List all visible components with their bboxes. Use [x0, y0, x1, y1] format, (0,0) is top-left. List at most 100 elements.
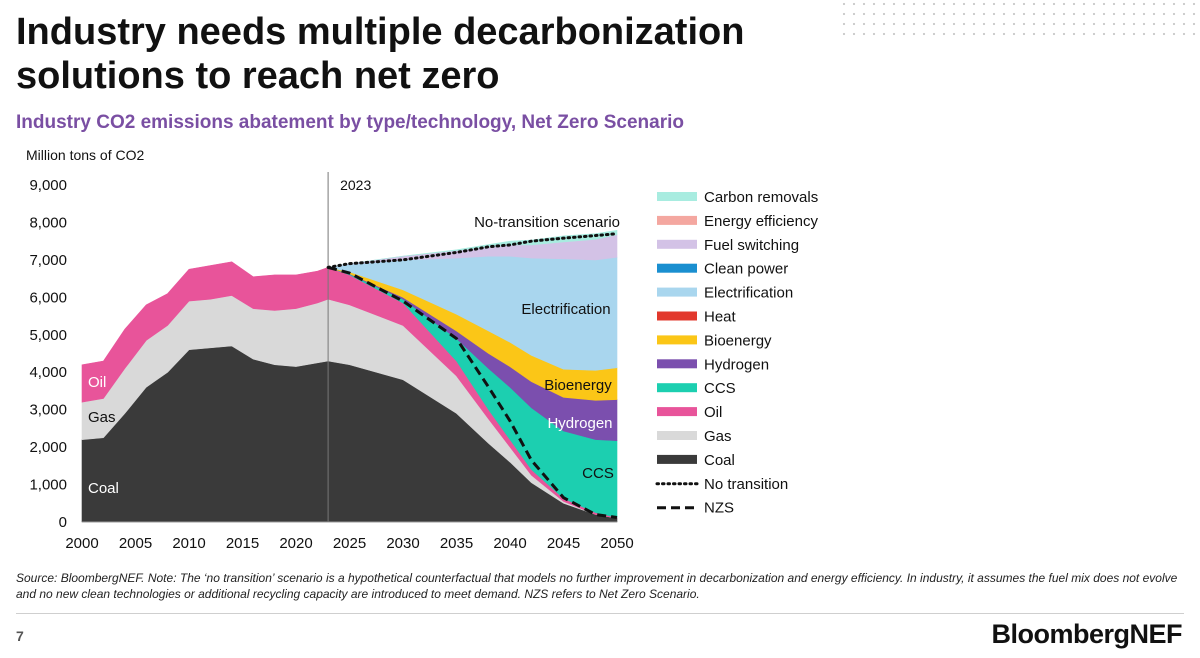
legend-swatch-gas [657, 431, 697, 440]
decorative-dot [942, 22, 946, 26]
decorative-dot [1062, 2, 1066, 6]
decorative-dot [1172, 32, 1176, 36]
decorative-dot [1092, 22, 1096, 26]
decorative-dot [992, 22, 996, 26]
decorative-dot [1082, 2, 1086, 6]
decorative-dot [1192, 32, 1196, 36]
legend-label-fuel-switching: Fuel switching [704, 237, 799, 254]
decorative-dot [942, 2, 946, 6]
decorative-dot [1122, 22, 1126, 26]
decorative-dot [1012, 2, 1016, 6]
decorative-dot [982, 12, 986, 16]
decorative-dot [852, 32, 856, 36]
decorative-dot [1032, 2, 1036, 6]
decorative-dot [922, 2, 926, 6]
decorative-dot [1012, 22, 1016, 26]
x-tick-label-2025: 2025 [333, 535, 366, 552]
decorative-dot [932, 12, 936, 16]
decorative-dot [1182, 2, 1186, 6]
decorative-dot [982, 2, 986, 6]
legend-swatch-hydrogen [657, 359, 697, 369]
decorative-dot [1142, 2, 1146, 6]
x-tick-label-2020: 2020 [279, 535, 312, 552]
decorative-dot [1162, 22, 1166, 26]
decorative-dot [1122, 2, 1126, 6]
decorative-dot [1022, 32, 1026, 36]
decorative-dot [1162, 32, 1166, 36]
decorative-dot [872, 22, 876, 26]
decorative-dot [862, 12, 866, 16]
decorative-dot [912, 12, 916, 16]
decorative-dot [922, 22, 926, 26]
legend-label-heat: Heat [704, 309, 737, 326]
legend-swatch-energy-efficiency [657, 215, 697, 225]
decorative-dot [1152, 32, 1156, 36]
decorative-dot [1152, 22, 1156, 26]
no-transition-line [326, 232, 619, 269]
legend-label-ccs: CCS [704, 380, 736, 397]
decorative-dot [942, 32, 946, 36]
emissions-area-chart: 2000 2005 2010 2015 2020 2025 2030 2035 2040 2045… [26, 147, 818, 552]
decorative-dot [1022, 22, 1026, 26]
decorative-dot [932, 32, 936, 36]
x-tick-label-2045: 2045 [547, 535, 580, 552]
decorative-dot [982, 22, 986, 26]
decorative-dot [1042, 22, 1046, 26]
decorative-dot [912, 2, 916, 6]
decorative-dot [872, 2, 876, 6]
decorative-dot [962, 12, 966, 16]
decorative-dot [1182, 12, 1186, 16]
decorative-dot [902, 22, 906, 26]
decorative-dot [1042, 32, 1046, 36]
legend-swatch-fuel-switching [657, 239, 697, 249]
decorative-dot [852, 2, 856, 6]
decorative-dot [1072, 32, 1076, 36]
y-tick-label-8000: 8,000 [29, 214, 67, 231]
decorative-dot [992, 12, 996, 16]
legend-swatch-clean-power [657, 263, 697, 273]
decorative-dot [942, 12, 946, 16]
area-label-no-transition-scenario: No-transition scenario [474, 214, 620, 231]
legend-label-carbon-removals: Carbon removals [704, 189, 818, 206]
decorative-dot [1022, 12, 1026, 16]
x-tick-label-2000: 2000 [65, 535, 98, 552]
y-tick-label-2000: 2,000 [29, 439, 67, 456]
decorative-dot [842, 12, 846, 16]
source-note: Source: BloombergNEF. Note: The ‘no tran… [16, 571, 1178, 601]
decorative-dot [892, 32, 896, 36]
decorative-dot [932, 22, 936, 26]
decorative-dot [1002, 32, 1006, 36]
decorative-dot [1132, 22, 1136, 26]
decorative-dot [1182, 22, 1186, 26]
x-tick-label-2005: 2005 [119, 535, 152, 552]
y-tick-label-6000: 6,000 [29, 289, 67, 306]
decorative-dot [1072, 22, 1076, 26]
decorative-dot [922, 32, 926, 36]
legend-label-clean-power: Clean power [704, 261, 788, 278]
area-label-oil: Oil [88, 374, 106, 391]
decorative-dot [1162, 12, 1166, 16]
decorative-dot [1162, 2, 1166, 6]
decorative-dot [862, 32, 866, 36]
decorative-dot [1102, 2, 1106, 6]
decorative-dot [1092, 32, 1096, 36]
legend-swatch-oil [657, 407, 697, 417]
legend-label-nzs: NZS [704, 500, 734, 517]
nzs-line [327, 265, 618, 519]
y-tick-label-0: 0 [59, 514, 67, 531]
decorative-dot [1082, 32, 1086, 36]
legend-label-electrification: Electrification [704, 285, 793, 302]
decorative-dot [1052, 22, 1056, 26]
x-tick-label-2035: 2035 [440, 535, 473, 552]
decorative-dot [1132, 32, 1136, 36]
decorative-dot [1152, 12, 1156, 16]
y-tick-label-5000: 5,000 [29, 327, 67, 344]
legend-label-bioenergy: Bioenergy [704, 332, 772, 349]
decorative-dot [1092, 2, 1096, 6]
decorative-dot [972, 12, 976, 16]
decorative-dot [1112, 32, 1116, 36]
decorative-dot [1062, 22, 1066, 26]
x-tick-label-2015: 2015 [226, 535, 259, 552]
decorative-dot [1002, 2, 1006, 6]
y-tick-label-3000: 3,000 [29, 402, 67, 419]
